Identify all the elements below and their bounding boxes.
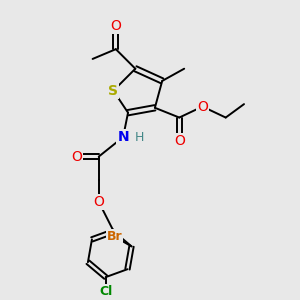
Text: H: H <box>134 130 144 144</box>
Text: O: O <box>71 150 82 164</box>
Text: O: O <box>197 100 208 114</box>
Text: Br: Br <box>106 230 122 243</box>
Text: N: N <box>117 130 129 144</box>
Text: Cl: Cl <box>99 285 112 298</box>
Text: S: S <box>108 84 118 98</box>
Text: O: O <box>93 195 104 209</box>
Text: O: O <box>174 134 185 148</box>
Text: O: O <box>110 19 121 33</box>
